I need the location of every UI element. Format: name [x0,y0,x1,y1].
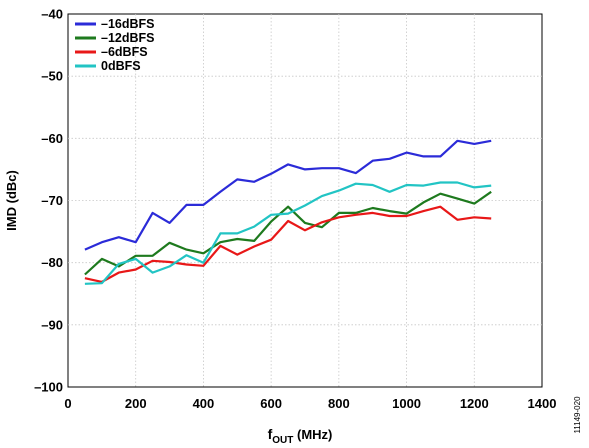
x-axis-label: fOUT (MHz) [268,426,333,446]
y-axis-label: IMD (dBc) [4,170,19,231]
legend-label: 0dBFS [101,59,141,73]
series-line-2 [84,190,492,276]
x-tick-label: 400 [193,396,215,411]
x-axis-label-main: f [268,426,273,442]
x-tick-label: 1000 [392,396,421,411]
series-line-1 [84,139,492,251]
y-tick-label: –70 [41,193,63,208]
x-tick-label: 1200 [460,396,489,411]
x-axis-label-unit: (MHz) [293,427,332,442]
y-tick-label: –80 [41,255,63,270]
legend-label: –12dBFS [101,31,155,45]
series-line-4 [84,181,492,285]
x-axis-label-subscript: OUT [272,435,293,446]
y-tick-label: –50 [41,69,63,84]
legend-label: –16dBFS [101,17,155,31]
legend-label: –6dBFS [101,45,148,59]
y-tick-labels: –100 –90 –80 –70 –60 –50 –40 [34,7,63,395]
y-tick-label: –40 [41,7,63,22]
x-tick-label: 800 [328,396,350,411]
x-tick-label: 200 [125,396,147,411]
x-tick-label: 1400 [528,396,557,411]
y-tick-label: –60 [41,131,63,146]
y-tick-label: –100 [34,380,63,395]
grid-lines [68,14,542,387]
x-tick-label: 0 [64,396,71,411]
x-tick-label: 600 [260,396,282,411]
series-layer [84,139,492,285]
x-tick-labels: 0 200 400 600 800 1000 1200 1400 [64,396,556,411]
y-tick-label: –90 [41,317,63,332]
figure-id: 11149-020 [573,396,582,434]
series-line-3 [84,205,492,283]
